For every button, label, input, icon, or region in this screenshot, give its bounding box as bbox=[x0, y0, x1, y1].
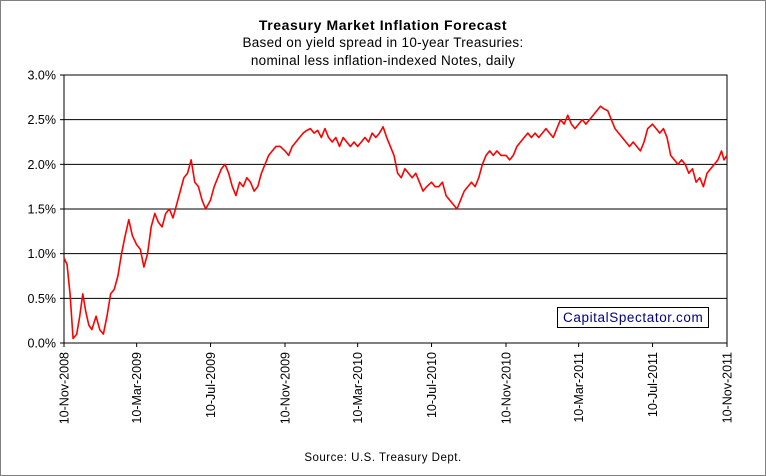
y-tick-label: 3.0% bbox=[28, 69, 57, 83]
y-axis: 0.0% 0.5% 1.0% 1.5% 2.0% 2.5% 3.0% bbox=[28, 69, 64, 351]
y-tick-label: 0.5% bbox=[28, 292, 57, 306]
y-tick-label: 1.0% bbox=[28, 247, 57, 261]
y-tick-label: 2.5% bbox=[28, 113, 57, 127]
chart-subtitle-line-1: Based on yield spread in 10-year Treasur… bbox=[242, 35, 524, 50]
chart-title: Treasury Market Inflation Forecast bbox=[258, 17, 508, 33]
watermark-label: CapitalSpectator.com bbox=[557, 307, 710, 328]
series-line bbox=[63, 105, 728, 340]
x-tick-label: 10-Jul-2010 bbox=[425, 352, 439, 418]
y-tick-label: 2.0% bbox=[28, 158, 57, 172]
x-tick-label: 10-Jul-2009 bbox=[204, 352, 218, 418]
x-tick-label: 10-Mar-2011 bbox=[572, 352, 586, 423]
x-tick-label: 10-Mar-2009 bbox=[130, 352, 144, 424]
source-note: Source: U.S. Treasury Dept. bbox=[304, 452, 462, 464]
x-tick-label: 10-Nov-2010 bbox=[500, 352, 514, 424]
y-tick-label: 1.5% bbox=[28, 203, 57, 217]
title-block: Treasury Market Inflation Forecast Based… bbox=[0, 16, 766, 70]
x-tick-label: 10-Nov-2009 bbox=[279, 352, 293, 424]
x-axis: 10-Nov-2008 10-Mar-2009 10-Jul-2009 10-Nov-… bbox=[58, 343, 735, 424]
x-tick-label: 10-Jul-2011 bbox=[646, 352, 660, 417]
grid-lines bbox=[64, 119, 727, 299]
x-tick-label: 10-Nov-2008 bbox=[58, 352, 72, 424]
x-tick-label: 10-Mar-2010 bbox=[351, 352, 365, 424]
chart-subtitle-line-2: nominal less inflation-indexed Notes, da… bbox=[250, 53, 516, 68]
y-tick-label: 0.0% bbox=[28, 337, 57, 351]
x-tick-label: 10-Nov-2011 bbox=[721, 352, 735, 423]
